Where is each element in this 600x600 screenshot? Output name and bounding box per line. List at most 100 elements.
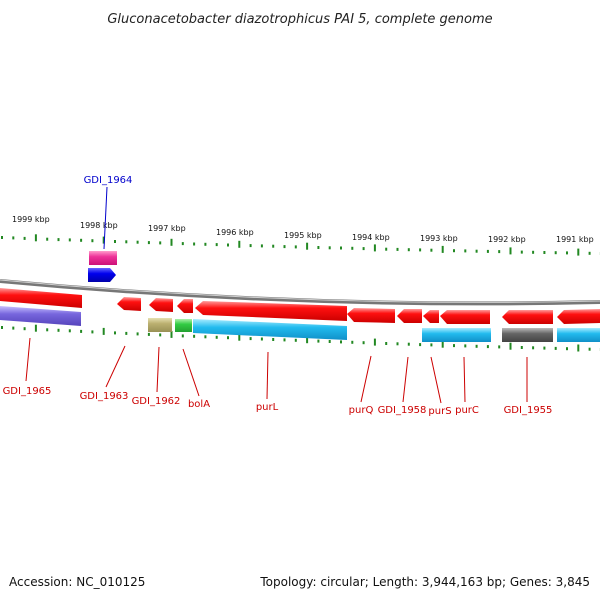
gene-arrow-purl[interactable] xyxy=(195,301,347,321)
gene-label-gdi-1963[interactable]: GDI_1963 xyxy=(80,391,129,402)
gene-label-bola[interactable]: bolA xyxy=(188,399,210,410)
gene-arrow-gdi-1964[interactable] xyxy=(88,268,116,282)
tick-label-1999: 1999 kbp xyxy=(12,215,50,224)
inner-minor-tick xyxy=(362,341,365,345)
outer-minor-tick xyxy=(532,250,535,254)
inner-minor-tick xyxy=(543,346,546,350)
outer-major-tick xyxy=(170,238,173,246)
inner-minor-tick xyxy=(283,338,286,342)
genome-backbone xyxy=(0,279,600,306)
outer-minor-tick xyxy=(272,244,275,248)
inner-minor-tick xyxy=(430,343,433,347)
gene-arrow-purq[interactable] xyxy=(347,308,395,323)
outer-minor-tick xyxy=(159,241,162,245)
inner-minor-tick xyxy=(12,326,15,330)
leader-gdi-1958 xyxy=(402,356,409,403)
leader-gdi-1963 xyxy=(105,345,126,388)
inner-minor-tick xyxy=(181,334,184,338)
outer-major-tick xyxy=(441,245,444,253)
cds-bar-gray[interactable] xyxy=(502,328,553,342)
gene-arrow-bola[interactable] xyxy=(177,299,193,313)
leader-lines xyxy=(25,186,528,404)
outer-major-tick xyxy=(306,242,309,250)
inner-minor-tick xyxy=(46,328,49,332)
cds-bar-khaki[interactable] xyxy=(148,318,172,332)
outer-minor-tick xyxy=(294,245,297,249)
gene-arrow-gdi-1958[interactable] xyxy=(397,309,422,323)
outer-minor-tick xyxy=(227,243,229,247)
outer-minor-tick xyxy=(1,236,3,239)
gene-label-purq[interactable]: purQ xyxy=(349,405,374,416)
inner-major-tick xyxy=(34,324,37,332)
outer-minor-tick xyxy=(362,247,365,251)
gene-arrow-gdi-1955[interactable] xyxy=(502,310,553,324)
genome-title: Gluconacetobacter diazotrophicus PAI 5, … xyxy=(107,12,492,27)
gene-arrow-gdi-1962[interactable] xyxy=(149,298,173,312)
tick-label-1991: 1991 kbp xyxy=(556,235,594,244)
outer-minor-tick xyxy=(385,247,388,251)
gene-label-purs[interactable]: purS xyxy=(428,406,451,417)
gene-arrow-purs[interactable] xyxy=(423,310,439,323)
inner-minor-tick xyxy=(532,346,535,350)
cds-bar-blue-right[interactable] xyxy=(557,328,600,342)
gene-labels: GDI_1964 GDI_1965 GDI_1963 GDI_1962 bolA… xyxy=(3,175,553,417)
inner-minor-tick xyxy=(554,346,557,350)
gene-arrow-purc[interactable] xyxy=(440,310,490,324)
leader-gdi-1965 xyxy=(25,337,31,382)
outer-minor-tick xyxy=(12,236,15,240)
inner-major-tick xyxy=(170,330,173,338)
leader-purs xyxy=(430,356,442,404)
inner-minor-tick xyxy=(520,346,523,349)
gene-label-gdi-1965[interactable]: GDI_1965 xyxy=(3,386,52,397)
outer-minor-tick xyxy=(114,240,116,243)
outer-minor-tick xyxy=(498,250,501,254)
inner-minor-tick xyxy=(136,332,139,336)
outer-minor-tick xyxy=(543,251,546,254)
outer-minor-tick xyxy=(181,242,184,246)
gene-label-gdi-1962[interactable]: GDI_1962 xyxy=(132,396,181,407)
outer-minor-tick xyxy=(588,251,591,255)
outer-major-tick xyxy=(34,234,37,242)
cds-bar-blue-long[interactable] xyxy=(193,319,347,340)
inner-minor-tick xyxy=(294,338,297,342)
outer-minor-tick xyxy=(46,237,49,241)
inner-minor-tick xyxy=(464,344,467,348)
inner-major-tick xyxy=(441,340,444,348)
leader-purl xyxy=(266,351,269,400)
outer-minor-tick xyxy=(328,246,331,250)
outer-minor-tick xyxy=(453,249,455,253)
gene-label-purl[interactable]: purL xyxy=(256,402,279,413)
gene-label-gdi-1955[interactable]: GDI_1955 xyxy=(504,405,553,416)
gene-row-red xyxy=(0,288,600,324)
leader-purc xyxy=(463,356,466,403)
inner-minor-tick xyxy=(498,345,501,349)
gene-arrow-gdi-1965[interactable] xyxy=(0,288,82,308)
tick-label-1997: 1997 kbp xyxy=(148,224,186,233)
inner-major-tick xyxy=(373,338,376,346)
inner-minor-tick xyxy=(453,344,455,348)
gene-label-purc[interactable]: purC xyxy=(455,405,479,416)
gene-label-gdi-1958[interactable]: GDI_1958 xyxy=(378,405,427,416)
tick-labels: 1999 kbp 1998 kbp 1997 kbp 1996 kbp 1995… xyxy=(12,215,594,244)
outer-major-tick xyxy=(577,248,580,256)
gene-feature-pink[interactable] xyxy=(89,251,117,265)
inner-major-tick xyxy=(238,333,241,341)
inner-minor-tick xyxy=(215,335,218,339)
cds-bar-blue-mid[interactable] xyxy=(422,328,491,342)
inner-major-tick xyxy=(509,342,512,350)
inner-minor-tick xyxy=(227,336,229,340)
cds-bar-purple[interactable] xyxy=(0,306,81,326)
inner-major-tick xyxy=(306,336,309,344)
inner-minor-tick xyxy=(486,345,489,349)
outer-minor-tick xyxy=(475,249,478,253)
outer-minor-tick xyxy=(91,239,94,243)
inner-minor-tick xyxy=(159,333,162,337)
outer-minor-tick xyxy=(193,242,196,246)
gene-arrow-gdi-1963[interactable] xyxy=(117,297,141,311)
tick-label-1995: 1995 kbp xyxy=(284,231,322,240)
cds-bar-green[interactable] xyxy=(175,319,192,332)
gene-label-gdi-1964[interactable]: GDI_1964 xyxy=(84,175,133,186)
gene-arrow-edge-right[interactable] xyxy=(557,309,600,324)
outer-minor-tick xyxy=(147,241,150,245)
outer-minor-tick xyxy=(80,238,83,242)
